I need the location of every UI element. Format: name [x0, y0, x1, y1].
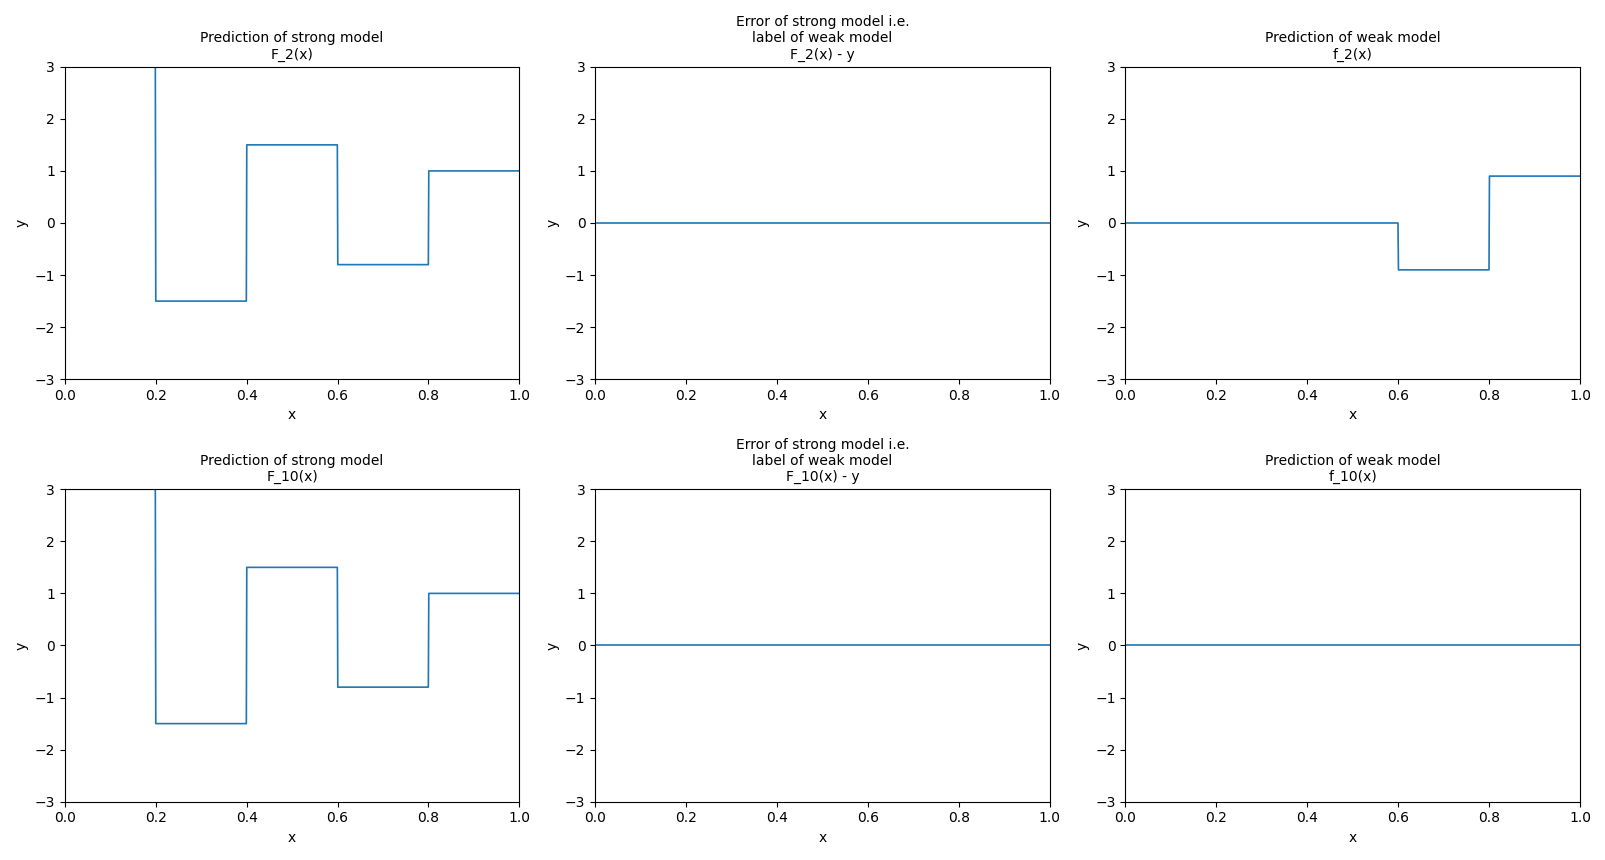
- Title: Prediction of strong model
F_10(x): Prediction of strong model F_10(x): [201, 454, 384, 484]
- Y-axis label: y: y: [14, 218, 29, 227]
- Title: Prediction of weak model
f_10(x): Prediction of weak model f_10(x): [1265, 454, 1440, 484]
- Y-axis label: y: y: [1075, 218, 1088, 227]
- X-axis label: x: x: [819, 831, 827, 845]
- Y-axis label: y: y: [546, 218, 559, 227]
- Title: Prediction of strong model
F_2(x): Prediction of strong model F_2(x): [201, 31, 384, 62]
- Y-axis label: y: y: [546, 642, 559, 649]
- X-axis label: x: x: [1348, 408, 1356, 422]
- Y-axis label: y: y: [1075, 642, 1088, 649]
- Title: Error of strong model i.e.
label of weak model
F_10(x) - y: Error of strong model i.e. label of weak…: [735, 438, 908, 484]
- X-axis label: x: x: [287, 408, 295, 422]
- Title: Prediction of weak model
f_2(x): Prediction of weak model f_2(x): [1265, 31, 1440, 62]
- X-axis label: x: x: [287, 831, 295, 845]
- Y-axis label: y: y: [14, 642, 29, 649]
- X-axis label: x: x: [1348, 831, 1356, 845]
- X-axis label: x: x: [819, 408, 827, 422]
- Title: Error of strong model i.e.
label of weak model
F_2(x) - y: Error of strong model i.e. label of weak…: [735, 15, 908, 62]
